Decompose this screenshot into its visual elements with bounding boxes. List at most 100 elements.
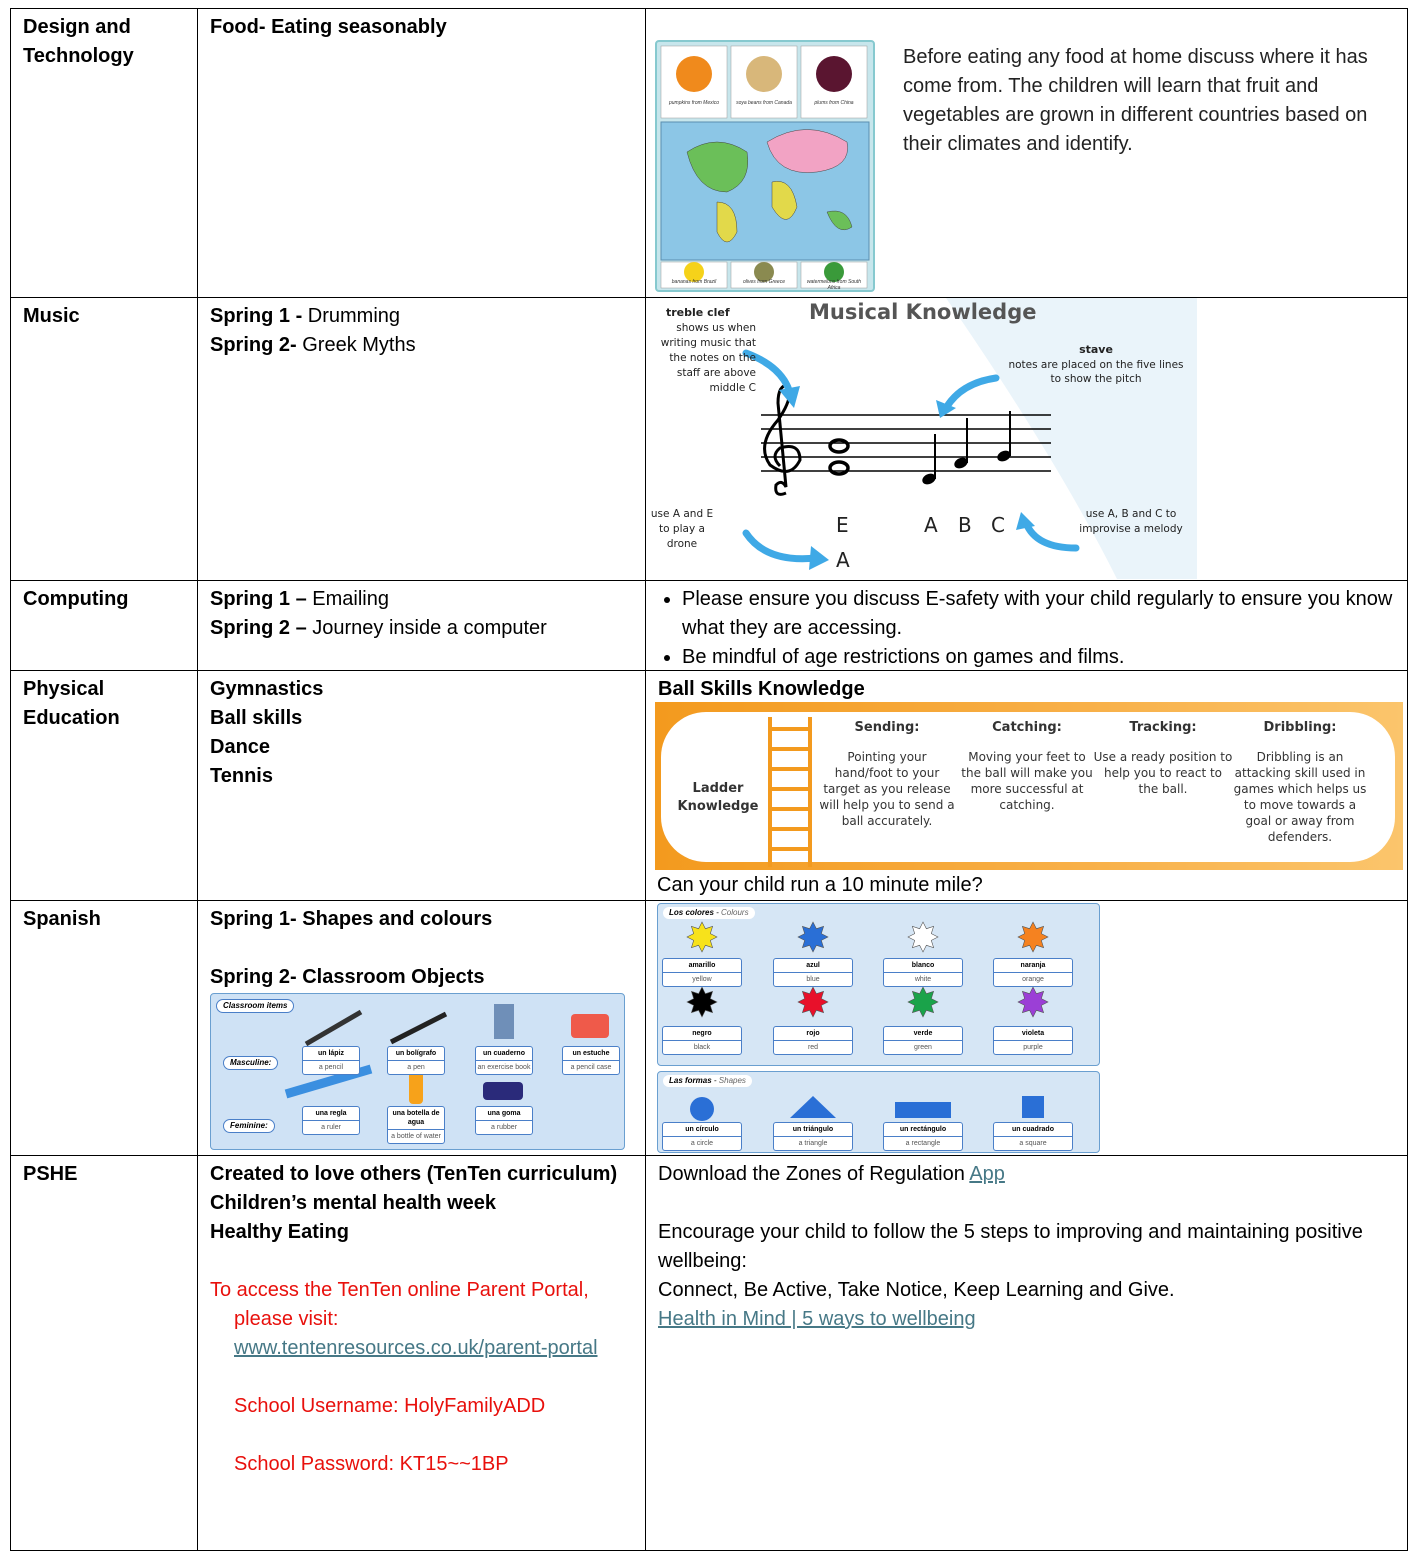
english-word: red [807, 1044, 819, 1051]
vocab-card: verde green [883, 1026, 963, 1055]
english-word: yellow [692, 976, 712, 983]
subject: Spanish [23, 908, 101, 930]
english-word: black [693, 1044, 711, 1051]
vocab-card: violeta purple [993, 1026, 1073, 1055]
steps: Connect, Be Active, Take Notice, Keep Le… [658, 1279, 1175, 1301]
term: Spring 2- [210, 334, 297, 356]
food-label: bananas from Brazil [671, 279, 717, 285]
vocab-card: un triángulo a triangle [773, 1122, 853, 1151]
portal-link[interactable]: www.tentenresources.co.uk/parent-portal [234, 1337, 598, 1359]
note: Before eating any food at home discuss w… [903, 46, 1368, 155]
topic-cell: Created to love others (TenTen curriculu… [197, 1155, 645, 1551]
portal-info: To access the TenTen online Parent Porta… [210, 1276, 633, 1363]
password: School Password: KT15~~1BP [234, 1453, 509, 1475]
treble-clef [763, 383, 802, 496]
spanish-word: violeta [994, 1027, 1072, 1041]
skill-heading: Sending: [854, 720, 920, 735]
food-label: pumpkins from Mexico [668, 100, 719, 106]
topic: Spring 1 - Drumming [210, 302, 633, 331]
land [766, 129, 848, 173]
whole-note [828, 438, 850, 454]
spanish-word: un rectángulo [884, 1123, 962, 1137]
food-label: olives from Greece [743, 279, 785, 285]
topic-cell: Food- Eating seasonably [197, 8, 645, 297]
term: Spring 1 - [210, 305, 303, 327]
topic-cell: Spring 1- Shapes and colours Spring 2- C… [197, 900, 645, 1155]
subject: PSHE [23, 1163, 78, 1185]
note-name: C [991, 513, 1005, 537]
note-name: A [924, 513, 938, 537]
music-title: Musical Knowledge [809, 300, 1037, 324]
subject: Design and Technology [23, 16, 134, 67]
topic: Created to love others (TenTen curriculu… [210, 1163, 618, 1185]
download-text: Download the Zones of Regulation [658, 1163, 965, 1185]
arrow [1022, 519, 1080, 552]
vocab-card: un lápiz a pencil [302, 1046, 360, 1075]
wellbeing-link[interactable]: Health in Mind | 5 ways to wellbeing [658, 1308, 976, 1330]
topic: Food- Eating seasonably [210, 16, 447, 38]
english-word: an exercise book [477, 1064, 531, 1071]
topic: Spring 2- Greek Myths [210, 331, 633, 360]
stave-heading: stave [1079, 343, 1113, 356]
spanish-word: una botella de agua [388, 1107, 444, 1130]
spanish-word: un lápiz [303, 1047, 359, 1061]
drone-text: use A and E to play a drone [650, 508, 714, 550]
note-name: B [958, 513, 972, 537]
bullet: Please ensure you discuss E-safety with … [682, 585, 1395, 643]
app-link[interactable]: App [969, 1163, 1005, 1185]
english-word: a ruler [321, 1124, 341, 1131]
notebook [494, 1004, 514, 1039]
spanish-word: un cuadrado [994, 1123, 1072, 1137]
vocab-card: un cuaderno an exercise book [475, 1046, 533, 1075]
vocab-card: negro black [662, 1026, 742, 1055]
panel-title-es: Los colores [669, 908, 714, 917]
term: Spring 2 – [210, 617, 307, 639]
skill-heading: Tracking: [1129, 720, 1197, 735]
food-label: watermelons from South Africa [806, 279, 862, 291]
label: Feminine: [223, 1119, 275, 1133]
vocab-card: rojo red [773, 1026, 853, 1055]
english-word: green [914, 1044, 932, 1051]
label: Classroom items [216, 999, 295, 1013]
square-shape [1022, 1096, 1044, 1118]
english-word: white [914, 976, 932, 983]
colour-splat [907, 921, 939, 953]
music-image: Musical Knowledge treble clef shows us whe… [646, 298, 1197, 579]
note-name: A [836, 548, 850, 572]
skill-heading: Dribbling: [1263, 720, 1337, 735]
vocab-card: un rectángulo a rectangle [883, 1122, 963, 1151]
label: Masculine: [223, 1056, 279, 1070]
food-icon [676, 56, 712, 92]
triangle-shape [790, 1096, 836, 1118]
vocab-card: amarillo yellow [662, 958, 742, 987]
land [771, 181, 798, 220]
vocab-card: un cuadrado a square [993, 1122, 1073, 1151]
topic: Spring 1 – Emailing [210, 585, 633, 614]
food-icon [746, 56, 782, 92]
ladder-label: Ladder Knowledge [677, 781, 759, 814]
subject: Computing [23, 588, 129, 610]
subject: Physical Education [23, 678, 120, 729]
treble-heading: treble clef [666, 306, 730, 319]
note-name: E [836, 513, 849, 537]
pencil-case [571, 1014, 609, 1038]
topic: Gymnastics [210, 678, 324, 700]
spanish-word: un cuaderno [476, 1047, 532, 1061]
land [826, 210, 853, 231]
colour-splat [797, 921, 829, 953]
topic: Spring 2 – Journey inside a computer [210, 614, 633, 643]
english-word: a rectangle [905, 1140, 941, 1147]
subject-cell: Music [10, 297, 197, 580]
heading: Ball Skills Knowledge [658, 678, 865, 700]
skill-text: Moving your feet to the ball will make y… [961, 750, 1093, 812]
spanish-word: un bolígrafo [388, 1047, 444, 1061]
subject-cell: Computing [10, 580, 197, 670]
topic-cell: Spring 1 – Emailing Spring 2 – Journey in… [197, 580, 645, 670]
colour-splat [797, 986, 829, 1018]
panel-title: Los colores - Colours [663, 907, 755, 919]
spanish-word: un triángulo [774, 1123, 852, 1137]
english-word: a rubber [490, 1124, 518, 1131]
panel-title-en: Colours [721, 908, 749, 917]
whole-note [828, 460, 850, 476]
